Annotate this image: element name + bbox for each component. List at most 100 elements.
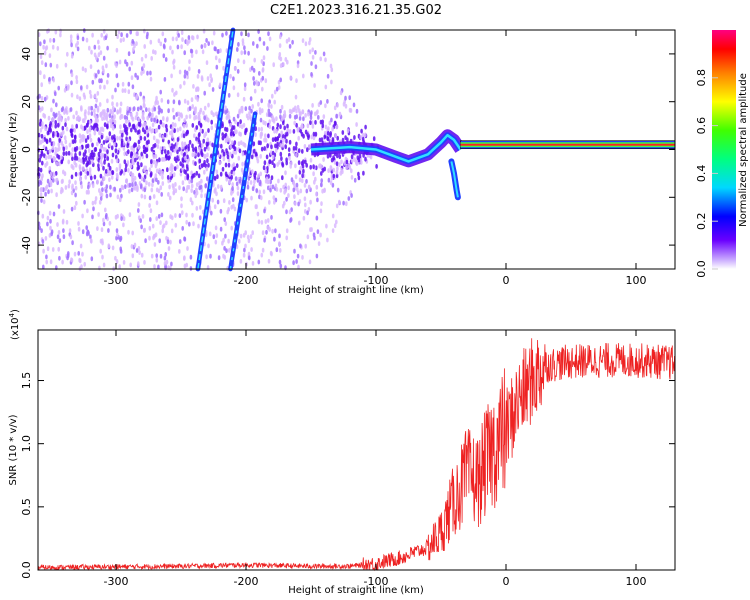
spectrogram-noise-dot	[122, 260, 126, 265]
spectrogram-noise-dot	[109, 123, 113, 129]
spectrogram-noise-dot	[40, 60, 44, 65]
spectrogram-noise-dot	[353, 135, 356, 140]
spectrogram-noise-dot	[108, 177, 111, 183]
spectrogram-noise-dot	[54, 120, 57, 125]
spectrogram-noise-dot	[336, 153, 339, 159]
spectrogram-noise-dot	[243, 82, 247, 88]
spectrogram-noise-dot	[287, 37, 291, 42]
spectrogram-noise-dot	[207, 102, 210, 108]
spectrogram-noise-dot	[142, 123, 145, 129]
spectrogram-noise-dot	[303, 183, 307, 188]
spectrogram-noise-dot	[215, 169, 219, 175]
spectrogram-noise-dot	[62, 146, 66, 152]
spectrogram-noise-dot	[148, 235, 151, 241]
spectrogram-noise-dot	[160, 98, 164, 103]
spectrogram-noise-dot	[91, 159, 94, 165]
spectrogram-noise-dot	[338, 199, 341, 205]
snr-x-tick-label: 0	[503, 575, 510, 588]
spectrogram-noise-dot	[146, 70, 149, 76]
spectrogram-noise-dot	[129, 163, 133, 169]
spectrogram-noise-dot	[195, 182, 199, 188]
spectrogram-noise-dot	[140, 224, 143, 230]
spectrogram-noise-dot	[267, 108, 271, 114]
snr-plot-area	[38, 330, 675, 570]
spectrogram-noise-dot	[98, 265, 101, 271]
spectrogram-noise-dot	[53, 113, 57, 119]
spectrogram-noise-dot	[105, 184, 109, 190]
spectrogram-noise-dot	[143, 149, 147, 155]
spectrogram-noise-dot	[285, 131, 289, 137]
spectrogram-noise-dot	[98, 130, 101, 136]
spectrogram-noise-dot	[253, 172, 256, 178]
spectrogram-noise-dot	[221, 32, 224, 38]
spectrogram-noise-dot	[271, 115, 274, 120]
spectrogram-noise-dot	[262, 120, 265, 125]
spectrogram-noise-dot	[188, 221, 191, 227]
spectrogram-noise-dot	[362, 170, 365, 176]
spectrogram-noise-dot	[197, 152, 200, 158]
spectrogram-noise-dot	[81, 118, 85, 123]
spectrogram-noise-dot	[344, 103, 348, 109]
spectrogram-noise-dot	[276, 136, 280, 141]
spectrogram-noise-dot	[214, 239, 218, 245]
spectrogram-noise-dot	[307, 111, 310, 117]
spectrogram-noise-dot	[250, 154, 254, 160]
spectrogram-noise-dot	[199, 127, 202, 133]
spectrogram-noise-dot	[81, 213, 84, 219]
spectrogram-noise-dot	[326, 131, 330, 136]
spectrogram-noise-dot	[79, 243, 83, 249]
spectrogram-noise-dot	[81, 66, 85, 72]
spectrogram-noise-dot	[67, 183, 71, 189]
spectrogram-noise-dot	[70, 53, 74, 59]
spectrogram-noise-dot	[185, 123, 188, 128]
spectrogram-noise-dot	[275, 128, 278, 134]
spectrogram-noise-dot	[186, 129, 189, 135]
spectrogram-noise-dot	[186, 154, 189, 160]
spectrogram-noise-dot	[298, 177, 302, 183]
spectrogram-noise-dot	[240, 140, 243, 146]
spectrogram-noise-dot	[319, 232, 322, 238]
spectrogram-noise-dot	[44, 155, 48, 161]
spectrogram-noise-dot	[113, 142, 116, 147]
spectrogram-noise-dot	[279, 143, 283, 148]
spectrogram-noise-dot	[320, 201, 323, 207]
spectrogram-noise-dot	[210, 210, 213, 216]
spectrogram-noise-dot	[47, 115, 51, 121]
spectrogram-noise-dot	[278, 248, 282, 253]
spectrogram-noise-dot	[307, 144, 311, 149]
spectrogram-noise-dot	[186, 175, 189, 181]
spectrogram-noise-dot	[137, 165, 141, 170]
spectrogram-noise-dot	[54, 131, 57, 137]
spectrogram-noise-dot	[198, 158, 202, 164]
spectrogram-noise-dot	[239, 233, 243, 239]
spectrogram-noise-dot	[39, 127, 43, 133]
spectrogram-noise-dot	[131, 116, 135, 122]
spectrogram-noise-dot	[93, 147, 97, 153]
spectrogram-noise-dot	[162, 116, 165, 121]
spectrogram-noise-dot	[311, 47, 315, 53]
spectrogram-noise-dot	[178, 213, 182, 219]
spectrogram-noise-dot	[335, 113, 338, 119]
spectrogram-noise-dot	[282, 62, 285, 67]
spectrogram-noise-dot	[46, 246, 50, 252]
spectrogram-noise-dot	[286, 127, 290, 133]
spectrogram-noise-dot	[293, 248, 296, 254]
spectrogram-noise-dot	[189, 197, 193, 203]
dispersive-line-core	[197, 29, 234, 270]
spectrogram-noise-dot	[279, 151, 283, 157]
spectrogram-noise-dot	[297, 160, 301, 166]
spectrogram-noise-dot	[287, 193, 290, 198]
spectrogram-noise-dot	[56, 132, 60, 138]
spectrogram-noise-dot	[39, 167, 43, 173]
spectrogram-noise-dot	[260, 126, 264, 132]
spectrogram-noise-dot	[142, 177, 146, 183]
spectrogram-noise-dot	[350, 158, 354, 163]
spectrogram-noise-dot	[40, 82, 43, 88]
spectrogram-noise-dot	[294, 94, 298, 100]
spectrogram-noise-dot	[150, 159, 153, 165]
spectrogram-noise-dot	[100, 78, 103, 84]
spectrogram-noise-dot	[135, 111, 139, 117]
spectrogram-noise-dot	[140, 193, 144, 199]
spectrogram-noise-dot	[87, 106, 91, 111]
spectrogram-noise-dot	[149, 217, 152, 222]
